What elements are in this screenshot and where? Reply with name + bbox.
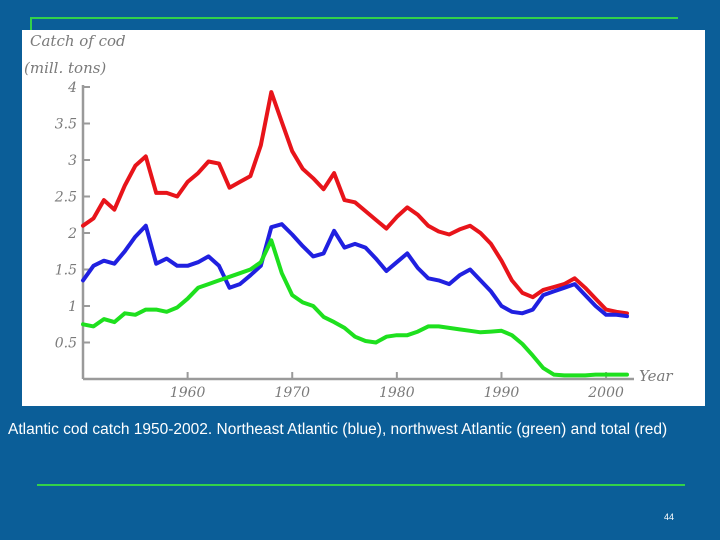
top-rule <box>30 17 678 19</box>
y-tick-label: 0.5 <box>55 336 77 352</box>
cod-catch-chart: Catch of cod (mill. tons) Year 0.5 1 1.5 2 2… <box>24 32 673 401</box>
y-tick-label: 3 <box>68 153 77 169</box>
y-axis-title-line2: (mill. tons) <box>24 59 106 77</box>
left-rule <box>30 17 32 31</box>
y-tick-label: 4 <box>67 80 77 96</box>
y-tick-label: 1 <box>68 299 77 315</box>
northeast-atlantic-line <box>81 222 629 319</box>
total-catch-line <box>81 90 629 316</box>
y-axis-title-line1: Catch of cod <box>30 32 126 50</box>
y-tick-label: 2 <box>67 226 77 242</box>
x-tick-label: 1960 <box>170 385 206 401</box>
x-axis-title: Year <box>639 367 673 385</box>
y-axis-ticks: 0.5 1 1.5 2 2.5 3 3.5 4 <box>54 80 90 352</box>
page-number: 44 <box>664 512 675 522</box>
chart-panel: Catch of cod (mill. tons) Year 0.5 1 1.5 2 2… <box>22 30 705 406</box>
northwest-atlantic-line <box>81 238 629 378</box>
series-lines <box>81 90 629 378</box>
y-tick-label: 1.5 <box>55 263 77 279</box>
figure-caption: Atlantic cod catch 1950-2002. Northeast … <box>8 421 668 438</box>
x-tick-label: 1970 <box>274 385 310 401</box>
x-tick-label: 2000 <box>587 385 624 401</box>
x-axis-ticks: 1960 1970 1980 1990 2000 <box>170 372 624 401</box>
bottom-rule <box>37 484 685 486</box>
y-tick-label: 3.5 <box>55 117 77 133</box>
y-tick-label: 2.5 <box>54 190 77 206</box>
x-tick-label: 1980 <box>379 385 415 401</box>
x-tick-label: 1990 <box>484 385 520 401</box>
